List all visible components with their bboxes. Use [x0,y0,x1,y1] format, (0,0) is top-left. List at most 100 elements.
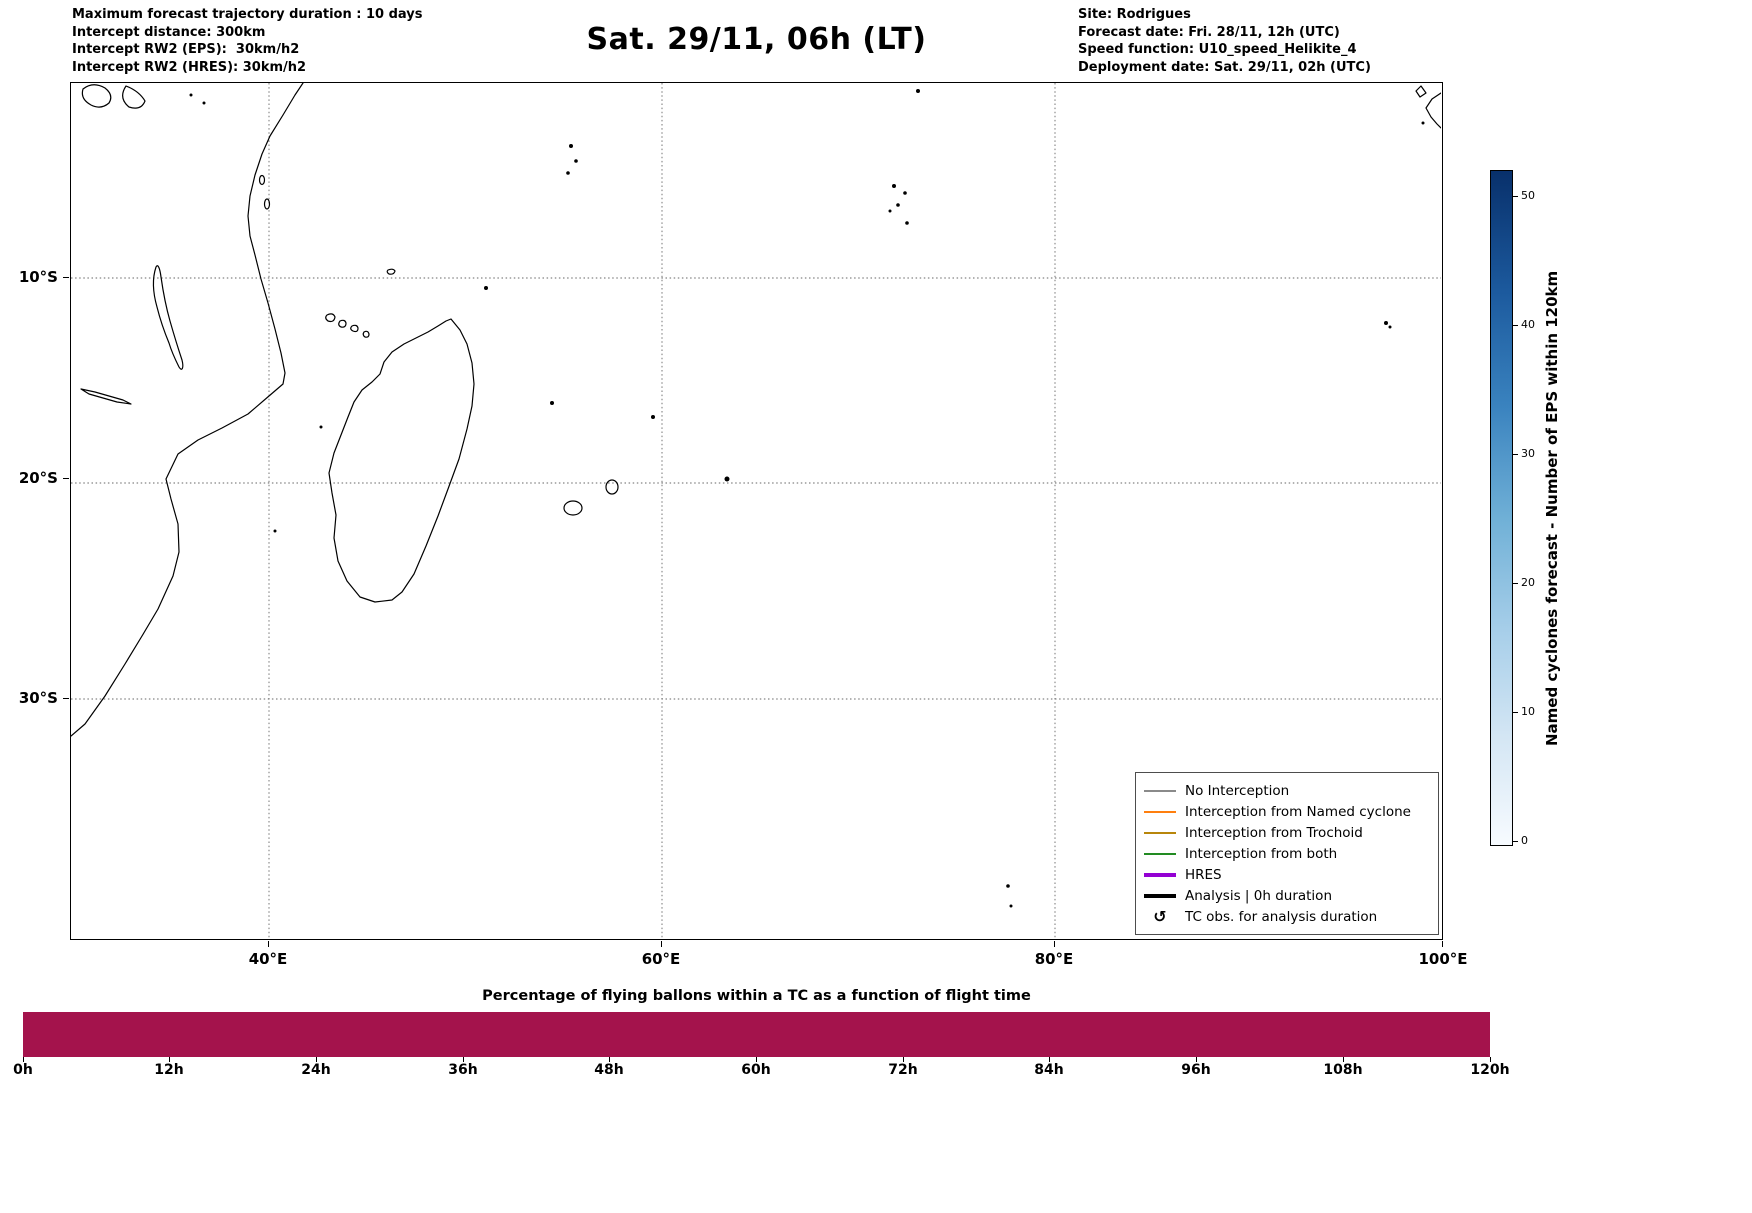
island-speck [1421,121,1425,125]
annotation-line: Deployment date: Sat. 29/11, 02h (UTC) [1078,59,1371,75]
island-mauritius [605,479,619,495]
legend-label: Analysis | 0h duration [1185,887,1332,904]
colorbar-tick-label: 10 [1521,705,1535,718]
bottom-tick-mark [1343,1057,1344,1062]
coastline-sumatra [1425,92,1441,129]
bottom-tick-mark [169,1057,170,1062]
bottom-tick-mark [23,1057,24,1062]
lake-victoria-east [122,85,146,109]
island-rodrigues [724,476,730,482]
island-reunion [563,500,583,516]
island-europa [273,529,277,533]
annotation-line: Intercept RW2 (EPS): 30km/h2 [72,42,300,57]
islands-comoros [325,313,370,338]
legend-line-sample [1144,893,1176,898]
legend-line-sample [1144,831,1176,834]
legend-line-sample [1144,789,1176,792]
legend-label: Interception from both [1185,845,1338,862]
tc-obs-icon: ↺ [1153,906,1167,926]
legend-label: TC obs. for analysis duration [1185,908,1378,925]
x-tick-label-60E: 60°E [641,950,681,968]
y-tick-mark [63,478,69,479]
island-chagos [903,191,907,195]
legend-item: Interception from Trochoid [1144,822,1428,843]
bottom-tick-label: 0h [13,1062,33,1078]
bottom-tick-label: 36h [448,1062,478,1078]
island-chagos [888,209,892,213]
colorbar-tick-mark [1513,196,1518,197]
coastline-africa [71,83,304,737]
annotation-line: Intercept distance: 300km [72,24,266,40]
x-tick-mark [1054,941,1055,947]
island-zanzibar [263,198,271,210]
bottom-tick-mark [609,1057,610,1062]
coastlines [71,83,1441,737]
gridlines [71,83,1441,938]
legend-item: Interception from Named cyclone [1144,801,1428,822]
colorbar-tick-label: 0 [1521,834,1528,847]
annotation-line: Maximum forecast trajectory duration : 1… [72,7,423,22]
x-tick-mark [1442,941,1443,947]
lake-cahora-bassa [80,388,132,405]
bottom-tick-label: 120h [1470,1062,1510,1078]
annotation-top-right: Site: Rodrigues Forecast date: Fri. 28/1… [1078,6,1371,76]
island-speck [189,93,193,97]
island-cocos [1384,321,1388,325]
island-tromelin [550,401,554,405]
legend-line-sample [1144,852,1176,855]
island-amsterdam [1009,904,1013,908]
bottom-tick-mark [463,1057,464,1062]
bottom-tick-label: 84h [1034,1062,1064,1078]
bottom-tick-label: 96h [1181,1062,1211,1078]
legend-label: Interception from Trochoid [1185,824,1363,841]
annotation-line: Forecast date: Fri. 28/11, 12h (UTC) [1078,24,1340,40]
island-chagos [896,203,900,207]
annotation-line: Intercept RW2 (HRES): 30km/h2 [72,59,307,75]
legend-line-sample [1144,810,1176,813]
bottom-tick-mark [756,1057,757,1062]
bottom-tick-mark [903,1057,904,1062]
legend-item: ↺ TC obs. for analysis duration [1144,906,1428,927]
island-st-paul [1006,884,1010,888]
island-st-brandon [651,415,655,419]
bottom-tick-label: 72h [888,1062,918,1078]
colorbar-tick-mark [1513,583,1518,584]
y-tick-label-10S: 10°S [18,268,58,286]
colorbar-tick-label: 30 [1521,447,1535,460]
x-tick-label-80E: 80°E [1034,950,1074,968]
lake-malawi [152,265,184,370]
y-tick-mark [63,277,69,278]
colorbar-tick-label: 20 [1521,576,1535,589]
annotation-line: Speed function: U10_speed_Helikite_4 [1078,42,1357,57]
colorbar-tick-mark [1513,325,1518,326]
colorbar-tick-mark [1513,454,1518,455]
island-chagos [892,184,896,188]
island-simeulue [1415,85,1427,98]
legend-label: HRES [1185,866,1222,883]
x-tick-mark [661,941,662,947]
bottom-tick-label: 60h [741,1062,771,1078]
bottom-chart-title: Percentage of flying ballons within a TC… [482,988,1031,1004]
figure-title: Sat. 29/11, 06h (LT) [586,22,927,57]
island-seychelles [569,144,573,148]
bottom-tick-mark [1490,1057,1491,1062]
island-seychelles [574,159,578,163]
colorbar-tick-label: 50 [1521,189,1535,202]
island-seychelles [566,171,570,175]
small-islands [189,89,1425,908]
bottom-tick-label: 24h [301,1062,331,1078]
bottom-tick-label: 12h [154,1062,184,1078]
legend-item: No Interception [1144,780,1428,801]
island-maldives [916,89,920,93]
island-aldabra [386,268,396,275]
y-tick-label-20S: 20°S [18,469,58,487]
island-pemba [258,174,266,186]
annotation-top-left: Maximum forecast trajectory duration : 1… [72,6,423,76]
legend-label: Interception from Named cyclone [1185,803,1411,820]
map-canvas [71,83,1441,938]
colorbar-tick-label: 40 [1521,318,1535,331]
map-plot-area: No Interception Interception from Named … [70,82,1443,940]
legend-item: Interception from both [1144,843,1428,864]
legend-label: No Interception [1185,782,1290,799]
